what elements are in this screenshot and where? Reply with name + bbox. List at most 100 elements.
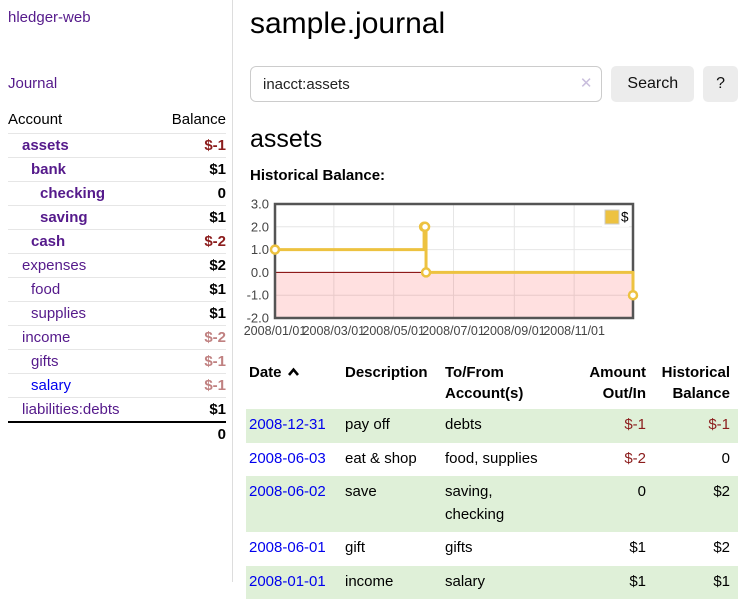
transaction-balance: $-1 (646, 409, 738, 443)
transaction-accounts: debts (442, 409, 556, 443)
transaction-date-link[interactable]: 2008-12-31 (249, 416, 326, 433)
register-header-amount: Amount Out/In (556, 358, 646, 409)
x-axis-tick-label: 2008/03/01 (303, 324, 366, 338)
transaction-accounts: food, supplies (442, 443, 556, 477)
accounts-total-spacer (8, 422, 155, 446)
search-input[interactable] (250, 66, 602, 102)
main-content: sample.journal ✕ Search ? assets Histori… (246, 0, 742, 599)
help-button[interactable]: ? (703, 66, 738, 102)
transaction-balance: $2 (646, 532, 738, 566)
account-balance: $1 (155, 278, 226, 302)
account-balance: $1 (155, 206, 226, 230)
transaction-balance: $2 (646, 476, 738, 532)
account-row: saving $1 (8, 206, 226, 230)
x-axis-tick-label: 2008/11/01 (543, 324, 605, 338)
transaction-date-link[interactable]: 2008-06-02 (249, 483, 326, 500)
register-header-balance: Historical Balance (646, 358, 738, 409)
account-row: liabilities:debts$1 (8, 398, 226, 423)
transaction-description: save (342, 476, 442, 532)
account-link[interactable]: expenses (22, 257, 86, 274)
transaction-accounts: salary (442, 566, 556, 599)
accounts-total-value: 0 (155, 422, 226, 446)
register-header-description: Description (342, 358, 442, 409)
data-point-marker (271, 246, 279, 254)
account-balance: $-1 (155, 350, 226, 374)
transaction-date-link[interactable]: 2008-06-01 (249, 539, 326, 556)
account-balance: $-2 (155, 326, 226, 350)
account-row: salary $-1 (8, 374, 226, 398)
account-balance: $1 (155, 302, 226, 326)
transaction-amount: $1 (556, 532, 646, 566)
transaction-amount: $-1 (556, 409, 646, 443)
account-link[interactable]: saving (40, 209, 88, 226)
x-axis-tick-label: 2008/07/01 (422, 324, 485, 338)
transaction-date-link[interactable]: 2008-01-01 (249, 573, 326, 590)
search-button[interactable]: Search (611, 66, 694, 102)
accounts-header-balance: Balance (155, 107, 226, 134)
account-link[interactable]: supplies (31, 305, 86, 322)
account-heading: assets (250, 125, 742, 154)
sidebar: hledger-web Journal Account Balance asse… (0, 0, 233, 582)
account-link[interactable]: assets (22, 137, 69, 154)
x-axis-tick-label: 2008/01/01 (244, 324, 307, 338)
register-header-row: Date Description To/From Account(s) Amou… (246, 358, 738, 409)
account-balance: $-1 (155, 134, 226, 158)
account-link[interactable]: salary (31, 377, 71, 394)
transaction-amount: 0 (556, 476, 646, 532)
y-axis-tick-label: -1.0 (247, 288, 269, 303)
accounts-header-account: Account (8, 107, 155, 134)
account-balance: $1 (155, 158, 226, 182)
balance-chart: $3.02.01.00.0-1.0-2.02008/01/012008/03/0… (242, 194, 642, 344)
account-row: income $-2 (8, 326, 226, 350)
transaction-balance: $1 (646, 566, 738, 599)
account-row: expenses$2 (8, 254, 226, 278)
sidebar-item-journal[interactable]: Journal (8, 75, 226, 92)
account-link[interactable]: liabilities:debts (22, 401, 120, 418)
account-link[interactable]: gifts (31, 353, 59, 370)
clear-search-icon[interactable]: ✕ (580, 75, 593, 93)
legend-swatch (605, 210, 619, 224)
negative-region (275, 272, 633, 318)
register-header-date-label: Date (249, 364, 282, 381)
transaction-balance: 0 (646, 443, 738, 477)
account-balance: $-2 (155, 230, 226, 254)
app-brand-link[interactable]: hledger-web (8, 9, 226, 26)
account-link[interactable]: checking (40, 185, 105, 202)
sort-ascending-icon (287, 362, 300, 383)
register-header-date[interactable]: Date (246, 358, 342, 409)
transaction-description: income (342, 566, 442, 599)
account-balance: $-1 (155, 374, 226, 398)
account-row: assets $-1 (8, 134, 226, 158)
transaction-amount: $1 (556, 566, 646, 599)
account-link[interactable]: food (31, 281, 60, 298)
transaction-description: gift (342, 532, 442, 566)
x-axis-tick-label: 2008/05/01 (362, 324, 425, 338)
transaction-date-link[interactable]: 2008-06-03 (249, 450, 326, 467)
account-row: cash $-2 (8, 230, 226, 254)
data-point-marker (629, 291, 637, 299)
y-axis-tick-label: 0.0 (251, 265, 269, 280)
register-table: Date Description To/From Account(s) Amou… (246, 358, 738, 599)
account-link[interactable]: cash (31, 233, 65, 250)
y-axis-tick-label: 2.0 (251, 219, 269, 234)
data-point-marker (421, 223, 429, 231)
transaction-accounts: saving, checking (442, 476, 556, 532)
y-axis-tick-label: 3.0 (251, 197, 269, 212)
account-link[interactable]: income (22, 329, 70, 346)
account-row: supplies $1 (8, 302, 226, 326)
x-axis-tick-label: 2008/09/01 (483, 324, 546, 338)
account-row: gifts $-1 (8, 350, 226, 374)
search-form: ✕ Search ? (250, 66, 738, 102)
account-link[interactable]: bank (31, 161, 66, 178)
page-title: sample.journal (250, 7, 742, 41)
transaction-description: pay off (342, 409, 442, 443)
